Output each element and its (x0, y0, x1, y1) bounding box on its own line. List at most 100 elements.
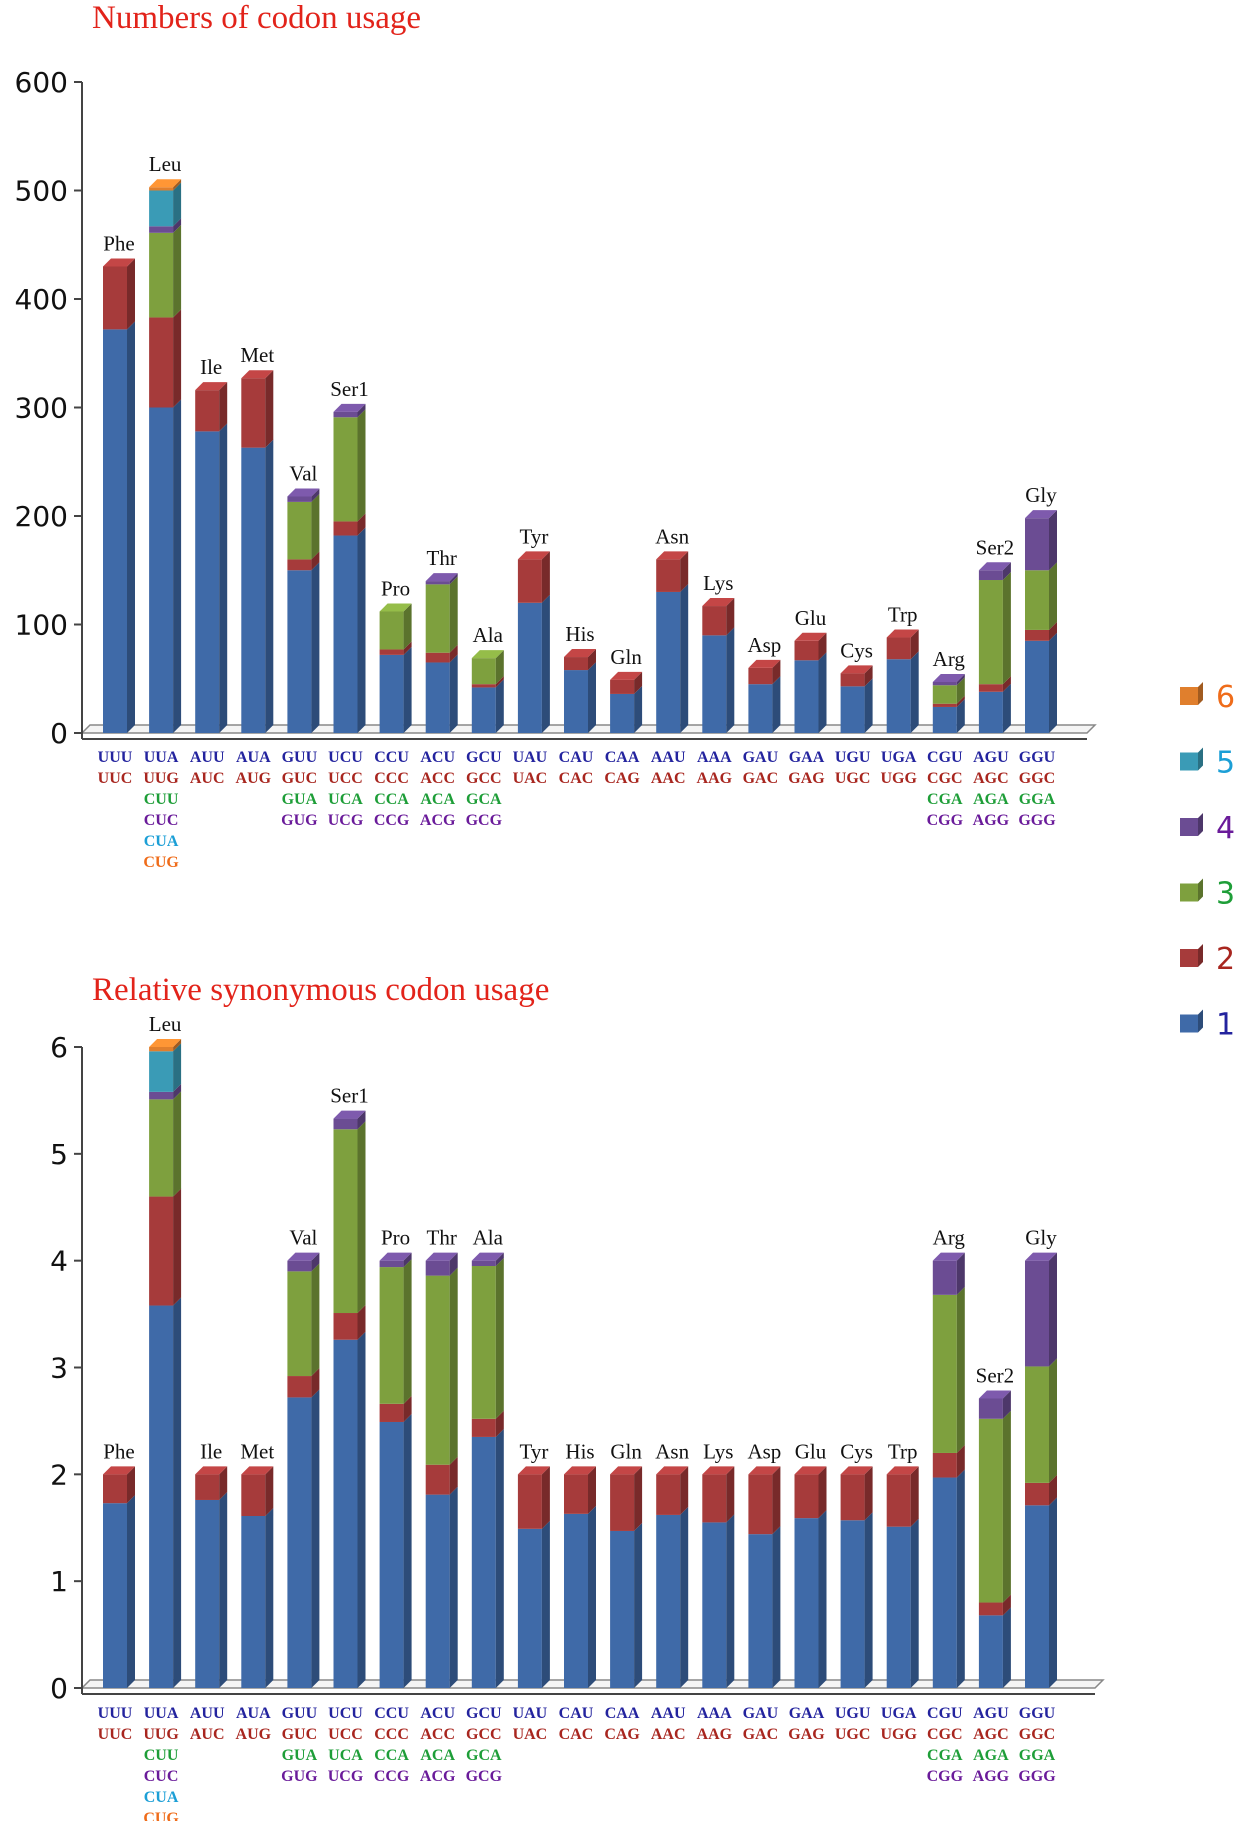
bar-segment-his-1 (564, 662, 596, 733)
bar-segment-val-4 (287, 1252, 320, 1272)
codon-label: GCC (466, 770, 502, 787)
bar-cap-asn (656, 551, 689, 560)
bar-cap-thr (425, 573, 458, 582)
y-tick-label: 2 (50, 1458, 68, 1491)
bar-label-his: His (565, 622, 594, 646)
codon-label: CGG (927, 812, 964, 829)
bar-segment-cys-1 (840, 1512, 873, 1688)
bar-segment-ala-1 (471, 1428, 504, 1688)
bar-segment-val-3 (287, 1263, 320, 1377)
bar-label-leu: Leu (149, 152, 182, 176)
codon-label: CCG (374, 812, 410, 829)
bar-segment-ser2-1 (978, 683, 1011, 733)
codon-label: GGG (1018, 1768, 1056, 1785)
codon-label: CGA (927, 791, 963, 808)
codon-label: GUG (281, 812, 318, 829)
bar-segment-gln-1 (610, 685, 643, 733)
bar-cap-tyr (517, 551, 550, 560)
codon-label: CCU (374, 1705, 409, 1722)
bar-cap-ala (471, 650, 504, 659)
codon-label: UUG (143, 1726, 179, 1743)
bar-cap-his (564, 649, 596, 658)
bar-label-thr: Thr (427, 546, 457, 570)
bar-segment-his-2 (564, 649, 596, 671)
bar-segment-ser1-1 (333, 527, 366, 733)
legend-label: 4 (1216, 811, 1235, 846)
legend-swatch (1180, 949, 1198, 967)
bar-label-ser2: Ser2 (976, 1363, 1015, 1387)
bar-segment-leu-1 (149, 399, 182, 733)
bar-segment-leu-6 (149, 179, 182, 191)
bar-label-gly: Gly (1025, 483, 1057, 507)
y-tick-label: 5 (50, 1138, 68, 1171)
codon-label: AAU (651, 1705, 686, 1722)
bar-segment-trp-1 (886, 1518, 919, 1688)
codon-label: GAA (789, 749, 825, 766)
codon-label: AUG (236, 1726, 272, 1743)
bar-segment-leu-4 (149, 1083, 182, 1100)
codon-label: GGA (1019, 1747, 1056, 1764)
bar-segment-asp-1 (748, 676, 781, 733)
codon-label: CGU (927, 749, 963, 766)
bar-segment-gly-4 (1025, 1252, 1057, 1367)
bar-segment-ser1-1 (333, 1331, 366, 1688)
bar-label-lys: Lys (703, 571, 733, 595)
bar-label-gln: Gln (610, 1439, 642, 1463)
bar-cap-cys (840, 665, 873, 674)
bar-segment-val-2 (287, 1368, 320, 1398)
bar-segment-val-1 (287, 1389, 320, 1688)
bar-cap-pro (379, 603, 412, 612)
bar-segment-ala-2 (471, 1410, 504, 1437)
rscu-chart: 0 1 2 3 4 5 6 Phe UUU UUC Leu UUA UUG CUU CUC CUA CUG Ile… (50, 1012, 1105, 1821)
bar-label-phe: Phe (103, 1439, 135, 1463)
codon-label: GGA (1019, 791, 1056, 808)
bar-segment-pro-2 (379, 641, 412, 655)
bar-segment-thr-1 (425, 1486, 458, 1688)
bar-segment-gly-2 (1025, 621, 1057, 641)
codon-label: CCU (374, 749, 409, 766)
codon-label: AAA (697, 1705, 732, 1722)
codon-label: AUA (236, 1705, 271, 1722)
bar-segment-trp-2 (886, 629, 919, 660)
codon-label: GAU (743, 1705, 779, 1722)
bar-cap-lys (702, 1466, 735, 1475)
bar-label-arg: Arg (933, 1226, 966, 1250)
codon-label: UGU (835, 749, 871, 766)
bar-cap-ser1 (333, 1110, 366, 1119)
bar-segment-glu-1 (794, 652, 827, 733)
codon-label: UUG (143, 770, 179, 787)
codon-label: GAG (788, 1726, 825, 1743)
bar-segment-leu-5 (149, 1043, 182, 1092)
codon-label: AGU (973, 1705, 1009, 1722)
codon-label: AGC (973, 770, 1009, 787)
bar-label-gly: Gly (1025, 1226, 1057, 1250)
bar-segment-leu-1 (149, 1297, 182, 1688)
legend-item-2: 2 (1180, 942, 1235, 977)
codon-label: AAG (697, 770, 733, 787)
bar-label-his: His (565, 1439, 594, 1463)
bar-label-lys: Lys (703, 1439, 733, 1463)
codon-label: AGG (973, 1768, 1010, 1785)
legend-item-1: 1 (1180, 1008, 1235, 1043)
bar-segment-pro-4 (379, 1252, 412, 1268)
codon-label: CUU (144, 791, 179, 808)
codon-label: CAG (604, 770, 640, 787)
codon-label: CAG (604, 1726, 640, 1743)
bar-segment-arg-3 (932, 677, 965, 704)
chart-1-title: Numbers of codon usage (92, 0, 421, 36)
codon-label: GAC (743, 770, 779, 787)
legend-item-4: 4 (1180, 811, 1235, 846)
codon-label: GGU (1019, 1705, 1056, 1722)
bar-segment-ala-4 (471, 1252, 504, 1267)
bar-label-ile: Ile (200, 355, 222, 379)
legend-swatch (1180, 752, 1198, 771)
bar-segment-gln-2 (610, 671, 643, 694)
bar-label-met: Met (240, 1439, 274, 1463)
bar-segment-glu-1 (794, 1510, 827, 1688)
bar-segment-thr-2 (425, 644, 458, 663)
bar-segment-ala-3 (471, 1258, 504, 1419)
bar-cap-glu (794, 1466, 827, 1475)
y-tick-label: 3 (50, 1352, 68, 1385)
codon-label: CUA (144, 1789, 179, 1806)
